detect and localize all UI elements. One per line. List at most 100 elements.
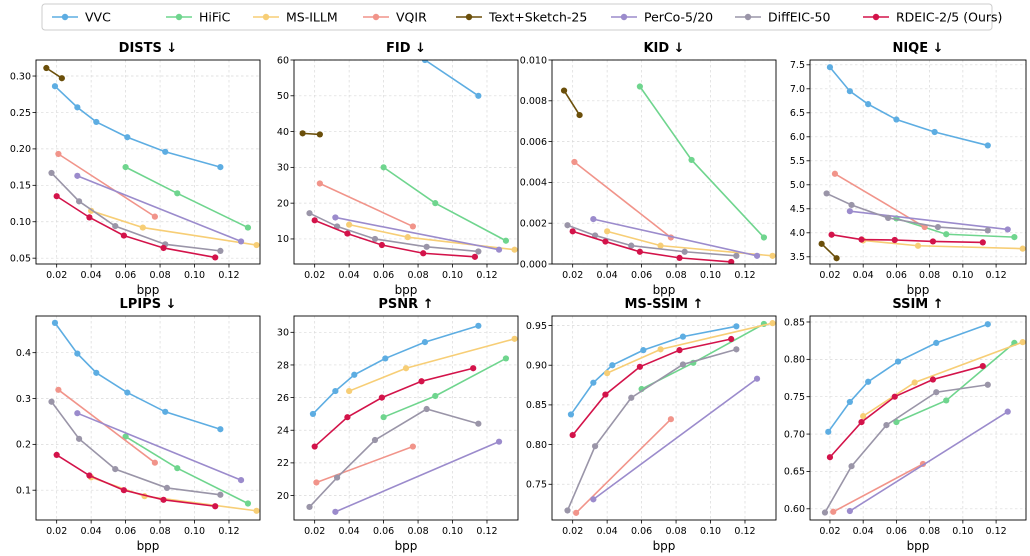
data-point	[573, 509, 580, 516]
data-point	[139, 224, 146, 231]
data-point	[43, 64, 50, 72]
data-point	[511, 246, 518, 253]
data-point	[311, 217, 318, 224]
data-point	[502, 355, 510, 362]
data-point	[74, 104, 81, 111]
data-point	[212, 254, 219, 261]
data-point	[380, 414, 387, 421]
data-point	[86, 214, 93, 221]
x-tick-label: 0.08	[149, 526, 170, 537]
series-line	[573, 161, 672, 239]
x-tick-label: 0.06	[631, 270, 652, 281]
data-point	[753, 375, 761, 382]
data-point	[471, 253, 479, 260]
series-line	[56, 195, 216, 259]
x-tick-label: 0.12	[218, 270, 239, 281]
y-tick-label: 26	[277, 393, 289, 404]
data-point	[402, 365, 410, 372]
legend-label: HiFiC	[199, 10, 231, 25]
data-point	[112, 223, 119, 230]
y-tick-label: 0.65	[784, 467, 805, 478]
data-point	[244, 500, 252, 507]
series-line	[90, 476, 257, 512]
series-line	[57, 389, 156, 464]
x-axis-label: bpp	[395, 539, 418, 553]
data-point	[1004, 408, 1011, 415]
data-point	[865, 378, 872, 385]
data-point	[495, 438, 503, 445]
series-group	[564, 320, 776, 516]
data-point	[475, 322, 482, 329]
y-tick-label: 20	[277, 491, 289, 502]
data-point	[74, 172, 81, 179]
series-line	[831, 233, 983, 244]
y-tick-label: 0.008	[520, 96, 547, 107]
series-line	[862, 341, 1023, 417]
data-point	[309, 410, 317, 418]
data-point	[929, 376, 937, 383]
legend-item: DiffEIC-50	[735, 10, 830, 25]
data-point	[346, 387, 353, 395]
series-line	[563, 90, 581, 116]
chart-panel: 0.02 0.04 0.06 0.08 0.10 0.12 0.05 0.10 0.15 0.20…	[10, 41, 261, 297]
data-point	[124, 134, 131, 141]
data-point	[382, 355, 389, 362]
data-point	[53, 193, 60, 200]
x-tick-label: 0.10	[700, 270, 721, 281]
y-tick-label: 0.80	[784, 355, 805, 366]
data-point	[174, 465, 181, 472]
axes-frame	[35, 59, 261, 265]
legend-marker	[872, 13, 880, 21]
data-point	[733, 252, 740, 259]
y-tick-label: 0.80	[526, 440, 547, 451]
series-group	[821, 321, 1026, 516]
data-point	[846, 507, 853, 515]
data-point	[409, 443, 416, 450]
data-point	[911, 379, 918, 386]
data-point	[728, 258, 735, 264]
data-point	[591, 232, 599, 239]
x-tick-label: 0.12	[734, 270, 755, 281]
y-tick-label: 30	[277, 163, 289, 174]
data-point	[590, 216, 597, 223]
x-tick-label: 0.06	[631, 526, 652, 537]
data-point	[421, 60, 429, 64]
data-point	[560, 87, 568, 94]
data-point	[602, 238, 609, 245]
data-point	[676, 254, 683, 261]
x-tick-label: 0.02	[819, 270, 840, 281]
data-point	[628, 394, 635, 401]
series-line	[54, 85, 221, 168]
data-point	[432, 392, 439, 400]
x-tick-label: 0.04	[339, 526, 360, 537]
data-point	[979, 362, 986, 370]
data-point	[162, 408, 169, 415]
data-point	[943, 397, 950, 404]
data-point	[217, 164, 224, 171]
y-tick-label: 0.05	[10, 253, 31, 264]
data-point	[74, 410, 81, 417]
y-tick-label: 30	[277, 328, 289, 339]
data-point	[1019, 339, 1026, 346]
series-line	[829, 66, 988, 147]
data-point	[470, 365, 477, 372]
x-tick-label: 0.02	[562, 270, 583, 281]
data-point	[378, 241, 385, 249]
x-tick-label: 0.02	[819, 526, 840, 537]
data-point	[934, 223, 942, 231]
data-point	[1011, 234, 1018, 241]
y-tick-label: 50	[277, 91, 289, 102]
data-point	[174, 190, 181, 197]
series-line	[827, 323, 989, 433]
axes-frame	[551, 315, 777, 521]
axes-frame	[293, 315, 519, 521]
x-axis-label: bpp	[653, 539, 676, 553]
data-point	[679, 333, 687, 340]
x-tick-label: 0.12	[476, 526, 497, 537]
data-point	[217, 247, 224, 254]
data-point	[569, 431, 576, 439]
x-tick-label: 0.02	[46, 270, 67, 281]
series-line	[54, 322, 221, 430]
